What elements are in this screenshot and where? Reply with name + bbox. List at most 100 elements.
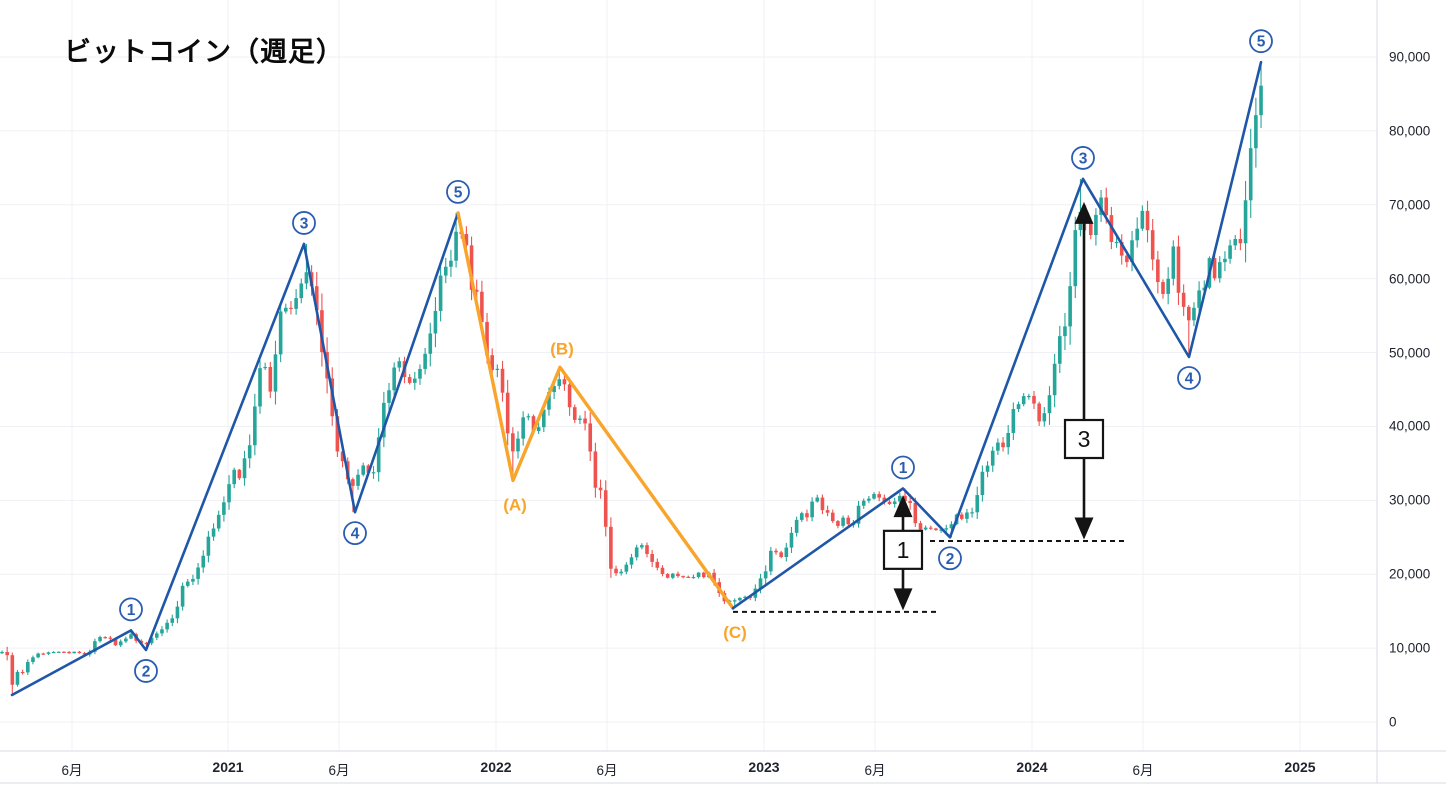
candle-body [1233,238,1238,246]
candle-up [160,626,164,637]
candle-down [676,571,680,578]
candle-body [965,512,969,519]
candle-up [619,569,623,576]
candle-body [433,310,438,334]
candle-body [1114,241,1119,244]
wave-circle [1177,366,1201,390]
candle-up [1042,407,1047,427]
candle-body [449,260,453,267]
candle-body [51,651,56,654]
candle-down [805,509,809,522]
candle-body [480,291,484,322]
candle-down [1037,401,1041,426]
candle-body [980,471,985,496]
candle-body [1104,197,1109,216]
candle-body [1212,258,1217,279]
candle-body [1068,286,1072,327]
candle-body [939,529,943,531]
candle-body [263,367,267,369]
candle-body [206,536,211,556]
candle-body [77,651,82,654]
candle-body [1187,306,1191,321]
candle-body [903,495,907,502]
candle-body [660,567,665,574]
candle-up [1259,62,1263,128]
wave-circle-label: 4 [343,521,367,546]
candle-up [696,572,701,579]
candle-body [769,550,773,572]
candle-up [211,523,216,541]
candle-up [495,364,500,378]
candle-down [645,542,649,558]
candle-up [299,278,304,304]
candle-up [371,465,376,479]
candle-body [335,416,340,452]
candle-body [41,653,46,655]
candle-body [124,638,128,642]
candle-body [474,289,479,292]
candle-body [593,451,598,488]
measure-label-box [882,529,924,570]
candle-body [495,368,500,370]
candle-up [898,492,902,504]
candle-up [170,614,175,627]
candle-up [1063,313,1067,351]
candle-body [423,353,427,369]
candle-body [320,310,324,353]
candle-body [191,578,195,582]
wave-circle [134,659,158,683]
wave-circle-label: 2 [938,546,962,571]
candle-down [887,499,892,505]
wave-line-impulse_1 [10,211,460,697]
wave-circle-label: 4 [1177,366,1201,390]
candle-up [449,249,453,277]
candle-down [103,636,107,639]
x-axis-label: 2022 [480,759,512,775]
candle-up [1223,251,1227,272]
candle-down [660,565,665,577]
wave-number: 4 [1185,370,1194,387]
candle-body [841,517,845,526]
candle-body [996,442,1000,451]
wave-circle [891,455,915,480]
candle-down [567,377,572,416]
candle-up [970,507,974,518]
candle-body [407,377,412,383]
candle-up [923,525,928,531]
candle-body [578,418,582,420]
candle-body [314,286,319,311]
candle-body [1228,245,1232,259]
wave-circle-label: 1 [119,597,143,622]
candle-body [1011,409,1016,434]
candle-down [820,494,825,515]
wave-line-correction [456,211,735,610]
candle-body [913,503,918,524]
x-axis-label: 6月 [864,763,886,778]
candle-body [500,368,505,393]
candle-body [289,307,293,309]
candle-body [990,450,995,466]
candle-down [650,549,654,568]
y-axis-label: 90,000 [1389,49,1431,65]
candle-up [1192,302,1196,327]
candle-down [1001,437,1005,452]
candle-down [10,652,15,696]
candle-body [356,474,360,486]
candle-body [691,576,696,579]
candle-body [155,633,159,638]
candle-up [1114,236,1119,248]
candle-body [665,573,670,578]
candle-body [397,361,402,368]
candle-up [46,651,51,655]
candle-body [170,618,175,623]
measure-label-box [1063,418,1105,460]
candle-body [299,283,304,299]
candle-up [196,563,200,585]
wave-circle [446,180,470,204]
candle-body [856,505,861,524]
candle-up [180,582,185,611]
candle-body [640,545,644,548]
x-axis-label: 6月 [61,763,83,778]
candle-up [376,428,381,482]
